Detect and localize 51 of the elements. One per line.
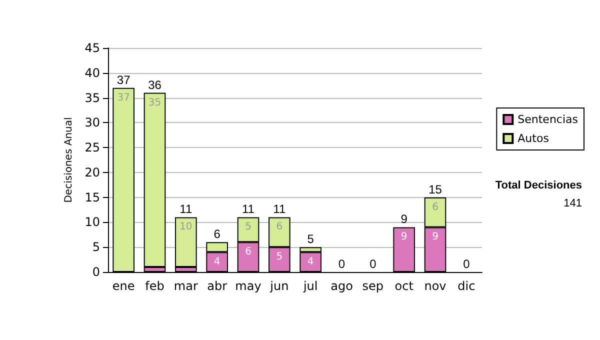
y-tick-label: 30 [84,116,100,130]
y-tick-label: 15 [84,190,100,204]
x-tick-label: nov [424,279,446,293]
total-label: 0 [338,257,346,271]
x-tick-label: abr [207,279,228,293]
y-axis-title: Decisiones Anual [63,117,74,203]
total-label: 15 [428,182,442,196]
x-tick-label: ago [330,279,353,293]
y-tick-label: 0 [92,265,100,279]
total-label: 36 [148,78,162,92]
x-tick-label: jun [269,279,289,293]
total-label: 11 [180,202,192,216]
total-label: 0 [463,257,470,271]
total-label: 11 [273,202,286,216]
text: 141 [564,198,582,210]
x-tick-label: sep [362,279,384,293]
data-label: 10 [180,222,192,233]
data-label: 6 [276,222,283,233]
data-label: 4 [214,256,220,268]
data-label: 5 [276,252,283,263]
x-tick-label: feb [145,279,164,293]
total-label: 9 [400,212,408,226]
x-tick-label: oct [394,279,414,293]
total-label: 0 [370,257,377,271]
y-tick-label: 40 [84,66,100,80]
data-label: 6 [432,202,438,213]
x-tick-label: mar [174,279,198,293]
data-label: 9 [432,232,438,243]
y-tick-label: 35 [84,90,100,105]
data-label: 6 [245,246,252,258]
data-label: 37 [117,92,130,104]
data-label: 9 [400,232,408,243]
y-tick-label: 45 [84,41,100,55]
total-label: 5 [307,232,314,246]
data-label: 4 [307,256,314,268]
data-label: 5 [245,222,252,233]
x-tick-label: may [235,279,262,293]
y-tick-label: 25 [84,140,100,155]
total-label: 6 [214,227,221,242]
x-tick-label: jul [302,279,318,293]
text: Total Decisiones [495,180,582,192]
y-tick-label: 10 [84,215,100,230]
legend-label: Sentencias [518,113,578,126]
x-tick-label: dic [458,279,476,293]
total-label: 37 [116,72,131,87]
y-tick-label: 5 [92,240,100,254]
data-label: 35 [148,97,162,108]
total-label: 11 [242,202,255,216]
x-tick-label: ene [112,279,135,293]
legend-label: Autos [518,132,550,145]
y-tick-label: 20 [84,165,100,180]
